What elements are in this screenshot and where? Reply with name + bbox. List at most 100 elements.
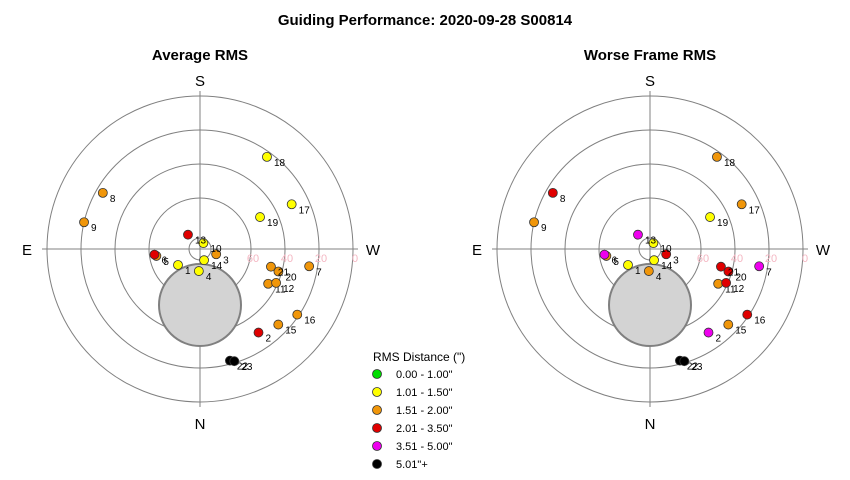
plot-subtitle: Average RMS	[152, 47, 248, 64]
data-point-label-6: 6	[611, 256, 617, 267]
figure-title: Guiding Performance: 2020-09-28 S00814	[278, 12, 573, 29]
direction-east: E	[22, 242, 32, 259]
legend-swatch	[372, 459, 382, 469]
direction-west: W	[816, 242, 831, 259]
legend-entry-label: 1.01 - 1.50"	[396, 387, 453, 399]
data-point-13	[183, 229, 193, 240]
data-point-20	[723, 266, 734, 277]
data-point-label-14: 14	[661, 261, 673, 272]
data-point-label-21: 21	[278, 268, 290, 279]
data-point-19	[705, 212, 715, 222]
data-point-16	[742, 309, 753, 320]
data-point-8	[97, 187, 108, 198]
legend-swatch	[372, 441, 382, 451]
data-point-label-9: 9	[541, 223, 547, 234]
data-point-label-23: 23	[691, 362, 703, 373]
legend-swatch	[372, 369, 382, 379]
altitude-label: 40	[281, 253, 293, 265]
data-point-14	[199, 255, 209, 266]
data-point-label-6: 6	[161, 256, 167, 267]
data-point-label-15: 15	[285, 326, 297, 337]
data-point-2	[703, 327, 714, 338]
legend-entry-label: 1.51 - 2.00"	[396, 405, 453, 417]
data-point-label-17: 17	[749, 205, 761, 216]
data-point-label-16: 16	[754, 316, 766, 327]
data-point-label-19: 19	[717, 218, 729, 229]
altitude-label: 0	[352, 253, 358, 265]
data-point-label-19: 19	[267, 218, 279, 229]
data-point-label-22: 22	[237, 362, 249, 373]
data-point-12	[271, 277, 281, 288]
data-point-label-1: 1	[635, 266, 641, 277]
data-point-label-2: 2	[716, 334, 722, 345]
obscured-region	[158, 263, 242, 347]
data-point-10	[648, 238, 659, 249]
data-point-18	[712, 151, 722, 162]
direction-north: N	[645, 416, 656, 433]
altitude-label: 20	[315, 253, 327, 265]
data-point-4	[193, 266, 204, 276]
data-point-21	[266, 261, 276, 272]
data-point-9	[529, 217, 539, 228]
data-point-6	[149, 249, 160, 260]
legend-entry-label: 3.51 - 5.00"	[396, 441, 453, 453]
legend-swatch	[372, 387, 382, 397]
data-point-label-5: 5	[613, 257, 619, 268]
data-point-label-20: 20	[285, 272, 297, 283]
data-point-17	[736, 199, 747, 210]
data-point-label-20: 20	[735, 272, 747, 283]
data-point-15	[273, 319, 284, 330]
data-point-label-11: 11	[725, 285, 736, 296]
altitude-label: 60	[247, 253, 259, 265]
legend-swatch	[372, 423, 382, 433]
data-point-7	[304, 261, 315, 272]
data-point-7	[754, 261, 765, 272]
data-point-label-5: 5	[163, 257, 169, 268]
data-point-label-3: 3	[673, 255, 679, 266]
data-point-6	[599, 249, 610, 260]
data-point-16	[292, 309, 303, 320]
plot-subtitle: Worse Frame RMS	[584, 47, 716, 64]
legend-title: RMS Distance (")	[373, 350, 465, 364]
data-point-2	[253, 327, 264, 338]
data-point-13	[633, 229, 643, 240]
data-point-label-11: 11	[275, 285, 286, 296]
data-point-label-23: 23	[241, 362, 253, 373]
direction-south: S	[645, 73, 655, 90]
altitude-label: 40	[731, 253, 743, 265]
data-point-label-13: 13	[195, 236, 207, 247]
data-point-18	[262, 151, 272, 162]
data-point-15	[723, 319, 734, 330]
data-point-label-3: 3	[223, 255, 229, 266]
data-point-19	[255, 212, 265, 222]
altitude-label: 60	[697, 253, 709, 265]
data-point-21	[716, 261, 726, 272]
data-point-label-22: 22	[687, 362, 699, 373]
data-point-3	[211, 249, 222, 260]
legend-entry-label: 0.00 - 1.00"	[396, 369, 453, 381]
data-point-label-13: 13	[645, 236, 657, 247]
data-point-23	[679, 356, 690, 367]
altitude-label: 0	[802, 253, 808, 265]
data-point-label-4: 4	[656, 272, 662, 283]
data-point-label-8: 8	[110, 194, 116, 205]
legend-swatch	[372, 405, 382, 415]
direction-east: E	[472, 242, 482, 259]
data-point-label-18: 18	[724, 158, 736, 169]
data-point-3	[661, 249, 672, 260]
obscured-region	[608, 263, 692, 347]
data-point-20	[273, 266, 284, 277]
data-point-10	[198, 238, 209, 249]
legend-entry-label: 5.01"+	[396, 459, 428, 471]
legend-entry-label: 2.01 - 3.50"	[396, 423, 453, 435]
direction-west: W	[366, 242, 381, 259]
data-point-label-21: 21	[728, 268, 740, 279]
data-point-label-12: 12	[283, 284, 295, 295]
data-point-17	[286, 199, 297, 210]
data-point-12	[721, 277, 731, 288]
legend: RMS Distance (") 0.00 - 1.00" 1.01 - 1.50…	[372, 350, 465, 471]
data-point-label-8: 8	[560, 194, 566, 205]
data-point-23	[229, 356, 240, 367]
